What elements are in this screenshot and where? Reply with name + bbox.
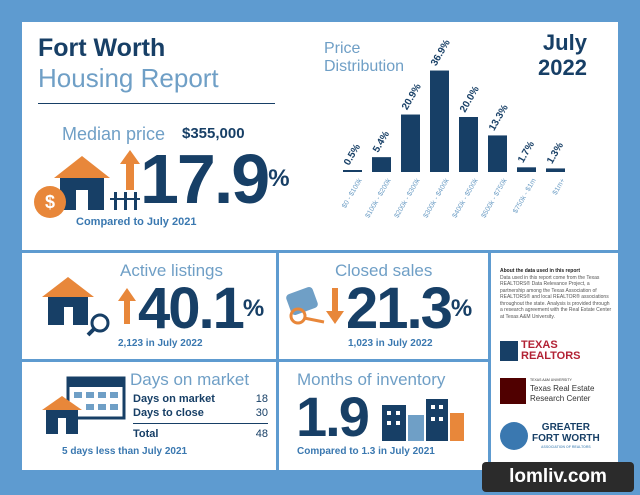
active-label: Active listings	[120, 261, 223, 280]
row-value: 48	[255, 428, 268, 440]
category-label: $750k - $1m	[512, 177, 538, 214]
category-label: $500k - $750k	[480, 177, 508, 219]
days-row: Days on market 18	[133, 392, 268, 406]
days-divider	[133, 423, 268, 424]
gfw-line3: ASSOCIATION OF REALTORS	[540, 445, 591, 449]
tamu-line1: Texas Real Estate	[530, 384, 595, 393]
bar-label: 1.3%	[545, 141, 566, 166]
chart-title: Price Distribution	[324, 40, 405, 75]
category-label: $1m+	[552, 178, 567, 197]
texas-realtors-logo: TEXAS REALTORS	[500, 340, 612, 362]
bar	[546, 168, 565, 172]
title-line1: Fort Worth	[38, 34, 166, 62]
bar-label: 5.4%	[371, 129, 392, 154]
inventory-label: Months of inventory	[297, 370, 446, 389]
price-distribution-chart: 0.5% $0 - $100k 5.4% $100k - $200k 20.9% $200…	[341, 40, 567, 219]
active-change-value: 40.1	[138, 276, 245, 341]
tamu-emblem	[500, 378, 526, 404]
house-icon: $	[34, 156, 140, 218]
buildings-icon	[382, 399, 464, 441]
arrow-up-icon	[118, 288, 136, 324]
tamu-line2: Research Center	[530, 394, 591, 403]
bar	[517, 167, 536, 172]
row-value: 18	[255, 393, 268, 405]
watermark: lomliv.com	[482, 462, 634, 492]
active-unit: %	[242, 295, 265, 322]
period: July 2022	[538, 30, 587, 80]
about-body: Data used in this report come from the T…	[500, 274, 612, 320]
arrow-down-icon	[326, 288, 344, 324]
inventory-comparison: Compared to 1.3 in July 2021	[297, 446, 435, 457]
bar-label: 13.3%	[487, 103, 511, 133]
active-change: 40.1%	[138, 280, 265, 338]
about-text: About the data used in this report Data …	[500, 268, 612, 320]
bar-label: 20.9%	[400, 82, 424, 112]
row-value: 30	[255, 407, 268, 419]
bar	[343, 170, 362, 172]
days-comparison: 5 days less than July 2021	[62, 446, 188, 457]
median-change: 17.9%	[140, 144, 290, 214]
closed-change-value: 21.3	[346, 276, 453, 341]
bar-label: 20.0%	[458, 84, 482, 114]
bar	[372, 157, 391, 172]
category-label: $300k - $400k	[422, 177, 450, 219]
dollar-icon	[34, 186, 66, 218]
arrow-up-icon	[120, 150, 140, 190]
about-heading: About the data used in this report	[500, 268, 581, 274]
gfw-line2: FORT WORTH	[532, 433, 600, 444]
median-value: $355,000	[182, 125, 245, 142]
closed-label: Closed sales	[335, 261, 433, 280]
category-label: $0 - $100k	[341, 177, 364, 210]
row-name: Days on market	[133, 393, 215, 405]
period-year: 2022	[538, 55, 587, 80]
tamu-small: TEXAS A&M UNIVERSITY	[530, 378, 572, 382]
days-row: Days to close 30	[133, 406, 268, 420]
svg-text:$: $	[45, 192, 55, 212]
bar	[430, 70, 449, 172]
house-search-icon	[42, 277, 110, 337]
category-label: $400k - $500k	[451, 177, 479, 219]
gfw-emblem	[500, 422, 528, 450]
period-month: July	[542, 30, 587, 55]
closed-unit: %	[450, 295, 473, 322]
days-table: Days on market 18 Days to close 30 Total 48	[133, 392, 268, 441]
bar	[459, 117, 478, 172]
top-panel	[22, 22, 618, 250]
title-underline	[38, 103, 275, 104]
closed-change: 21.3%	[346, 280, 473, 338]
category-label: $100k - $200k	[364, 177, 392, 219]
median-unit: %	[268, 165, 290, 192]
active-detail: 2,123 in July 2022	[118, 338, 203, 349]
gfw-line1: GREATER	[541, 422, 590, 433]
texas-realtors-text: TEXAS REALTORS	[521, 339, 581, 362]
bar-label: 0.5%	[342, 142, 363, 167]
median-change-value: 17.9	[140, 140, 270, 218]
days-row: Total 48	[133, 427, 268, 441]
days-label: Days on market	[130, 370, 250, 389]
row-name: Total	[133, 428, 159, 440]
row-name: Days to close	[133, 407, 204, 419]
title: Fort Worth Housing Report	[38, 34, 219, 93]
median-comparison: Compared to July 2021	[76, 216, 197, 228]
bar	[488, 135, 507, 172]
inventory-value: 1.9	[296, 385, 370, 448]
category-label: $200k - $300k	[393, 177, 421, 219]
bar-label: 1.7%	[516, 139, 537, 164]
house-key-icon	[286, 287, 325, 325]
title-line2: Housing Report	[38, 63, 219, 93]
closed-detail: 1,023 in July 2022	[348, 338, 433, 349]
calendar-house-icon	[42, 376, 126, 434]
median-label: Median price	[62, 124, 166, 144]
bar-label: 36.9%	[429, 40, 453, 68]
bar	[401, 114, 420, 172]
